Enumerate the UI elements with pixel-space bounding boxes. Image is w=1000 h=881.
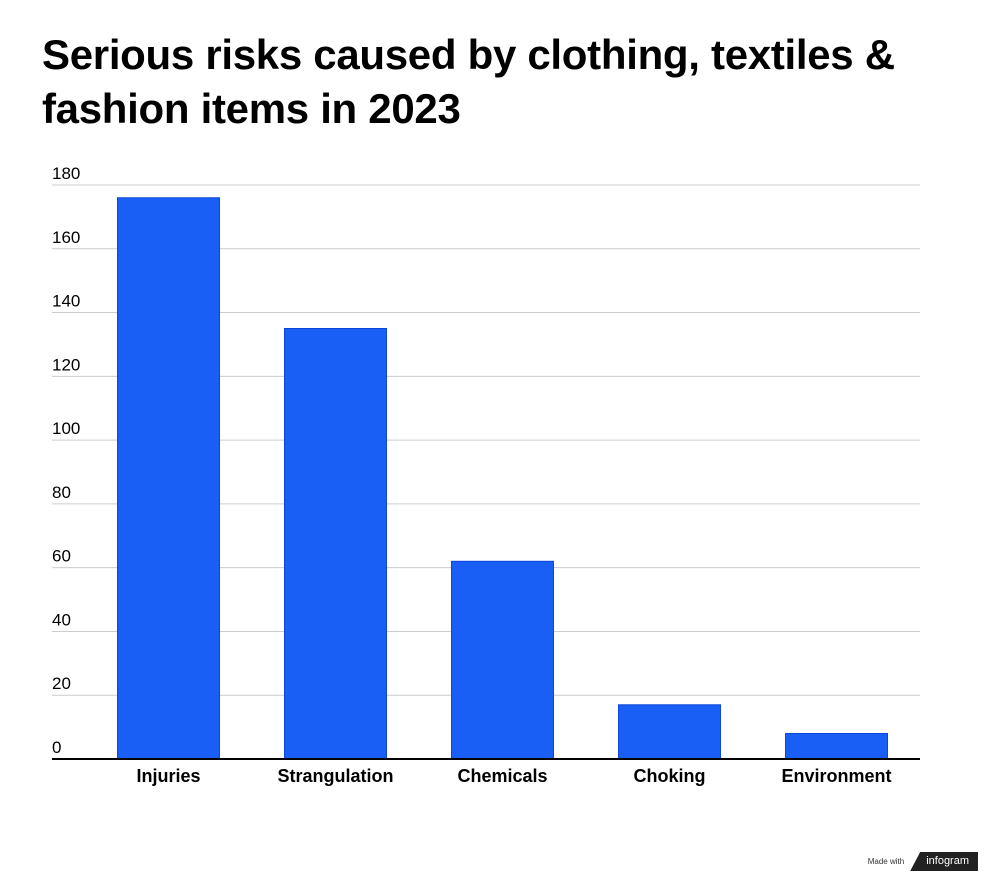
bars <box>117 197 888 760</box>
y-tick-label: 140 <box>52 292 80 311</box>
x-tick-label: Injuries <box>136 766 200 786</box>
x-tick-label: Environment <box>781 766 891 786</box>
x-axis-labels: Injuries Strangulation Chemicals Choking Env… <box>136 766 891 786</box>
bar-choking[interactable] <box>618 704 721 760</box>
y-tick-label: 20 <box>52 674 71 693</box>
y-tick-label: 120 <box>52 355 80 374</box>
x-tick-label: Choking <box>634 766 706 786</box>
made-with-label: Made with <box>867 857 905 866</box>
y-tick-label: 0 <box>52 738 61 757</box>
chart-title: Serious risks caused by clothing, textil… <box>42 31 895 132</box>
y-tick-label: 180 <box>52 164 80 183</box>
y-tick-label: 80 <box>52 483 71 502</box>
y-tick-label: 60 <box>52 547 71 566</box>
bar-strangulation[interactable] <box>284 328 387 760</box>
bar-injuries[interactable] <box>117 197 220 760</box>
x-tick-label: Chemicals <box>457 766 547 786</box>
y-tick-label: 100 <box>52 419 80 438</box>
y-axis-ticks: 0 20 40 60 80 100 120 140 160 180 <box>52 164 80 757</box>
bar-environment[interactable] <box>785 732 888 760</box>
brand-badge[interactable]: infogram <box>910 852 978 871</box>
x-tick-label: Strangulation <box>278 766 394 786</box>
bar-chemicals[interactable] <box>451 560 554 760</box>
footer-credit: Made with infogram <box>868 852 978 871</box>
y-tick-label: 40 <box>52 610 71 629</box>
y-tick-label: 160 <box>52 228 80 247</box>
